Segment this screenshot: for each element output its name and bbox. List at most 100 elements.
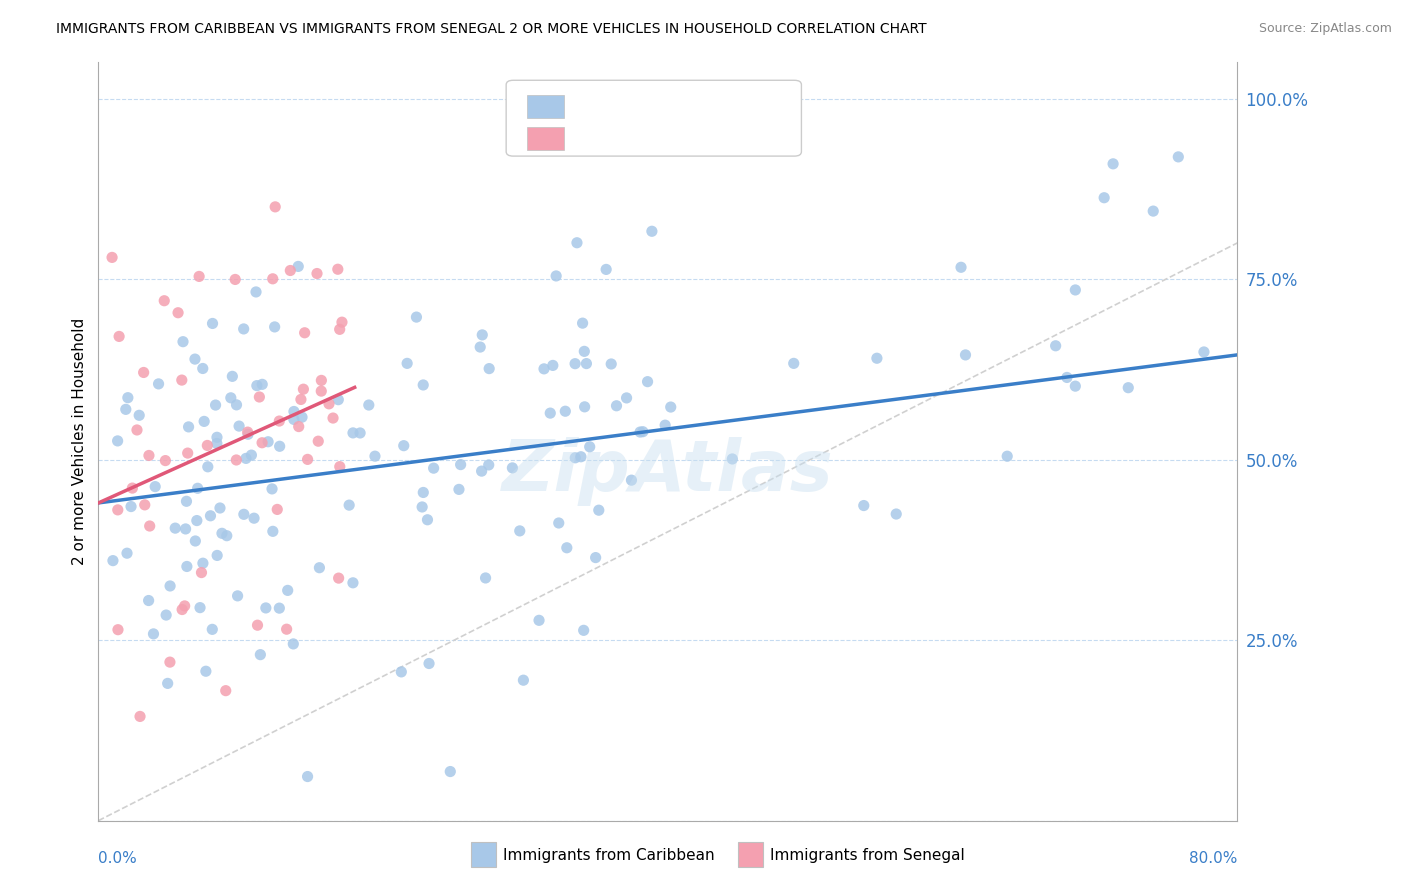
Text: ZipAtlas: ZipAtlas bbox=[502, 437, 834, 507]
Point bbox=[191, 556, 214, 570]
Point bbox=[595, 262, 617, 277]
Point bbox=[547, 516, 569, 530]
Point bbox=[1045, 339, 1067, 353]
Point bbox=[172, 602, 194, 616]
Point bbox=[219, 391, 242, 405]
Point bbox=[260, 482, 283, 496]
Point bbox=[266, 502, 288, 516]
Point bbox=[318, 397, 340, 411]
Point bbox=[195, 438, 218, 452]
Point bbox=[246, 618, 269, 632]
Text: N =: N = bbox=[688, 97, 727, 115]
Point bbox=[396, 356, 419, 370]
Point bbox=[226, 589, 249, 603]
Point bbox=[232, 322, 254, 336]
Point bbox=[115, 546, 138, 560]
Point bbox=[283, 404, 305, 418]
Point bbox=[201, 317, 224, 331]
Point bbox=[322, 411, 344, 425]
Point bbox=[392, 439, 415, 453]
Point bbox=[1102, 157, 1125, 171]
Point bbox=[117, 391, 139, 405]
Text: Immigrants from Senegal: Immigrants from Senegal bbox=[770, 848, 966, 863]
Point bbox=[571, 316, 593, 330]
Point bbox=[309, 384, 332, 398]
Point bbox=[120, 500, 142, 514]
Point bbox=[783, 356, 806, 370]
Point bbox=[637, 375, 659, 389]
Point bbox=[156, 676, 179, 690]
Point bbox=[1056, 370, 1078, 384]
Point bbox=[176, 559, 198, 574]
Point bbox=[471, 464, 494, 478]
Point bbox=[305, 267, 328, 281]
Point bbox=[287, 419, 309, 434]
Point bbox=[278, 263, 301, 277]
Point bbox=[326, 262, 349, 277]
Point bbox=[101, 554, 124, 568]
Point bbox=[527, 613, 550, 627]
Point bbox=[578, 440, 600, 454]
Point bbox=[721, 452, 744, 467]
Point bbox=[101, 251, 124, 265]
Point bbox=[588, 503, 610, 517]
Point bbox=[439, 764, 461, 779]
Point bbox=[257, 434, 280, 449]
Point bbox=[330, 315, 353, 329]
Text: N =: N = bbox=[688, 129, 727, 147]
Point bbox=[628, 425, 651, 439]
Point bbox=[191, 361, 214, 376]
Point bbox=[159, 655, 181, 669]
Point bbox=[264, 200, 287, 214]
Point bbox=[538, 406, 561, 420]
Point bbox=[240, 448, 263, 462]
Point bbox=[620, 473, 643, 487]
Point bbox=[236, 427, 259, 442]
Point bbox=[283, 637, 305, 651]
Point bbox=[357, 398, 380, 412]
Point bbox=[342, 425, 364, 440]
Point bbox=[159, 579, 181, 593]
Point bbox=[1064, 379, 1087, 393]
Point bbox=[297, 770, 319, 784]
Point bbox=[143, 480, 166, 494]
Point bbox=[329, 459, 352, 474]
Y-axis label: 2 or more Vehicles in Household: 2 or more Vehicles in Household bbox=[72, 318, 87, 566]
Point bbox=[245, 285, 267, 299]
Point bbox=[215, 683, 238, 698]
Text: R =: R = bbox=[575, 97, 614, 115]
Point bbox=[254, 601, 277, 615]
Point bbox=[173, 599, 195, 613]
Point bbox=[250, 377, 273, 392]
Point bbox=[572, 624, 595, 638]
Point bbox=[478, 458, 501, 472]
Point bbox=[575, 357, 598, 371]
Point bbox=[269, 414, 291, 428]
Point bbox=[184, 533, 207, 548]
Point bbox=[121, 481, 143, 495]
Text: R =: R = bbox=[575, 129, 614, 147]
Point bbox=[205, 436, 228, 450]
Point bbox=[177, 420, 200, 434]
Point bbox=[232, 508, 254, 522]
Point bbox=[471, 327, 494, 342]
Point bbox=[107, 434, 129, 448]
Point bbox=[605, 399, 627, 413]
Point bbox=[564, 357, 586, 371]
Point bbox=[509, 524, 531, 538]
Point bbox=[291, 410, 314, 425]
Point bbox=[128, 409, 150, 423]
Point bbox=[138, 519, 160, 533]
Point bbox=[215, 529, 238, 543]
Point bbox=[172, 334, 194, 349]
Point bbox=[208, 501, 231, 516]
Point bbox=[541, 359, 564, 373]
Point bbox=[170, 373, 193, 387]
Point bbox=[201, 623, 224, 637]
Point bbox=[211, 526, 233, 541]
Point bbox=[190, 566, 212, 580]
Point bbox=[277, 583, 299, 598]
Point bbox=[512, 673, 534, 688]
Point bbox=[262, 524, 284, 539]
Point bbox=[574, 344, 596, 359]
